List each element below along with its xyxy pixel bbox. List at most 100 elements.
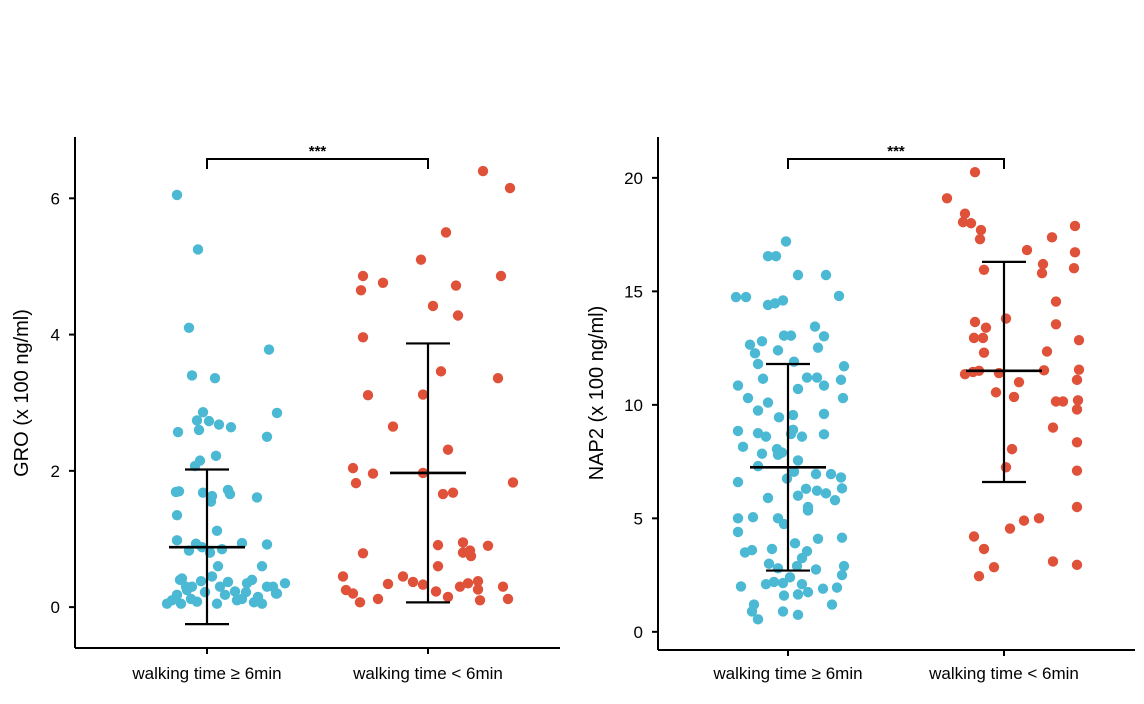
- gro-data-point: [171, 189, 183, 201]
- gro-data-point: [492, 372, 504, 384]
- gro-x-tick-label: walking time < 6min: [352, 664, 503, 683]
- nap2-data-point: [791, 560, 803, 572]
- gro-data-point: [440, 227, 452, 238]
- nap2-data-point: [777, 606, 789, 617]
- gro-data-point: [211, 598, 223, 609]
- gro-data-point: [477, 165, 489, 177]
- nap2-data-point: [978, 543, 990, 555]
- gro-data-point: [452, 310, 464, 321]
- gro-data-point: [279, 578, 291, 589]
- gro-data-point: [261, 431, 273, 442]
- nap2-data-point: [792, 455, 804, 466]
- nap2-data-point: [760, 431, 772, 442]
- nap2-data-point: [941, 193, 953, 204]
- gro-data-point: [472, 576, 484, 587]
- gro-data-point: [437, 488, 449, 500]
- nap2-data-point: [796, 578, 808, 590]
- nap2-data-point: [835, 374, 847, 386]
- gro-data-point: [171, 509, 183, 521]
- gro-data-point: [504, 182, 516, 194]
- nap2-data-point: [787, 424, 799, 436]
- nap2-data-point: [778, 330, 790, 341]
- nap2-data-point: [752, 405, 764, 416]
- nap2-data-point: [1071, 559, 1083, 571]
- gro-data-point: [174, 574, 186, 586]
- gro-data-point: [171, 589, 183, 601]
- nap2-data-point: [829, 494, 841, 506]
- nap2-data-point: [768, 576, 780, 588]
- gro-data-point: [256, 598, 268, 609]
- gro-data-point: [183, 322, 195, 333]
- nap2-data-point: [732, 476, 744, 488]
- nap2-data-point: [974, 233, 986, 245]
- nap2-data-point: [796, 552, 808, 564]
- gro-data-point: [415, 254, 427, 265]
- nap2-data-point: [812, 533, 824, 544]
- nap2-data-point: [784, 572, 796, 583]
- nap2-data-point: [1036, 267, 1048, 279]
- nap2-y-tick-label: 10: [624, 396, 643, 415]
- gro-data-point: [417, 579, 429, 590]
- gro-data-point: [271, 588, 283, 599]
- nap2-data-point: [752, 358, 764, 370]
- nap2-data-point: [730, 291, 742, 303]
- gro-data-point: [209, 372, 221, 384]
- nap2-data-point: [756, 336, 768, 347]
- nap2-data-point: [978, 347, 990, 358]
- nap2-data-point: [780, 236, 792, 247]
- gro-data-point: [350, 477, 362, 489]
- gro-data-point: [372, 593, 384, 605]
- gro-data-point: [432, 561, 444, 572]
- gro-data-point: [367, 468, 379, 479]
- nap2-data-point: [735, 581, 747, 592]
- gro-data-point: [212, 561, 224, 572]
- gro-data-point: [171, 535, 183, 546]
- nap2-data-point: [978, 264, 990, 275]
- gro-data-point: [192, 244, 204, 255]
- nap2-data-point: [1046, 232, 1058, 243]
- nap2-data-point: [762, 397, 774, 408]
- gro-data-point: [206, 490, 218, 502]
- nap2-data-point: [1057, 396, 1069, 407]
- nap2-data-point: [836, 532, 848, 543]
- nap2-data-point: [820, 488, 832, 499]
- gro-data-point: [210, 450, 222, 462]
- nap2-x-tick-label: walking time < 6min: [928, 664, 1079, 683]
- nap2-data-point: [838, 560, 850, 572]
- nap2-data-point: [772, 563, 784, 574]
- gro-data-point: [427, 300, 439, 312]
- nap2-data-point: [825, 468, 837, 480]
- gro-data-point: [175, 598, 187, 609]
- gro-data-point: [261, 539, 273, 550]
- nap2-data-point: [1073, 334, 1085, 346]
- gro-data-point: [495, 270, 507, 282]
- gro-data-point: [203, 415, 215, 427]
- gro-data-point: [457, 537, 469, 548]
- gro-data-point: [191, 415, 203, 426]
- gro-data-point: [197, 487, 209, 498]
- gro-data-point: [472, 584, 484, 595]
- gro-data-point: [347, 462, 359, 474]
- nap2-data-point: [990, 387, 1002, 398]
- nap2-data-point: [833, 290, 845, 302]
- nap2-data-point: [740, 291, 752, 303]
- nap2-data-point: [742, 392, 754, 404]
- nap2-data-point: [773, 412, 785, 423]
- nap2-data-point: [1000, 462, 1012, 473]
- nap2-data-point: [772, 345, 784, 356]
- gro-data-point: [251, 492, 263, 503]
- nap2-data-point: [812, 342, 824, 353]
- gro-data-point: [236, 593, 248, 605]
- nap2-data-point: [769, 298, 781, 309]
- nap2-data-point: [788, 356, 800, 367]
- nap2-data-point: [747, 512, 759, 523]
- nap2-data-point: [732, 526, 744, 538]
- gro-y-tick-label: 2: [51, 462, 60, 481]
- nap2-data-point: [770, 250, 782, 262]
- gro-data-point: [246, 574, 258, 586]
- gro-data-point: [229, 586, 241, 597]
- nap2-data-point: [1033, 513, 1045, 524]
- nap2-data-point: [1071, 374, 1083, 386]
- gro-data-point: [256, 561, 268, 572]
- nap2-data-point: [1008, 391, 1020, 403]
